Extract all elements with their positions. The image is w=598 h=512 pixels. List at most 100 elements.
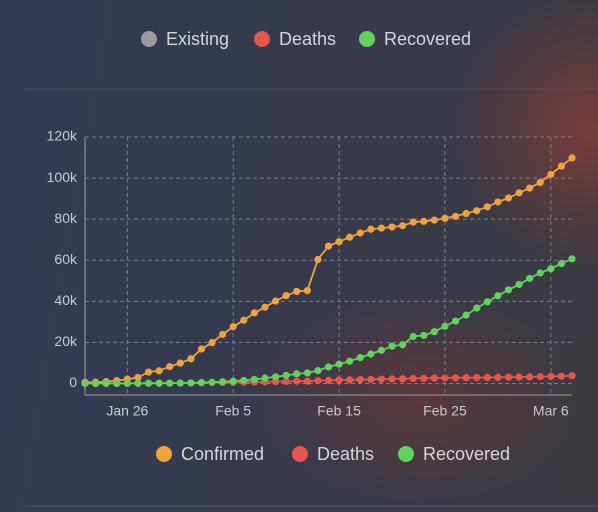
data-point <box>536 373 544 381</box>
legend-swatch <box>359 31 375 47</box>
data-point <box>526 184 534 192</box>
data-point <box>314 255 322 264</box>
data-point <box>409 332 417 341</box>
data-point <box>282 371 290 379</box>
data-point <box>81 379 89 388</box>
data-point <box>462 311 470 319</box>
data-point <box>166 362 174 371</box>
data-point <box>388 223 396 231</box>
x-tick-label: Feb 15 <box>317 403 361 419</box>
data-point <box>166 379 174 387</box>
data-point <box>451 212 460 220</box>
data-point <box>113 379 121 388</box>
data-point <box>462 209 470 218</box>
legend-label[interactable]: Existing <box>166 29 229 49</box>
data-point <box>536 178 544 187</box>
data-point <box>399 341 407 349</box>
legend-swatch <box>254 31 270 47</box>
legend-label[interactable]: Recovered <box>384 29 471 49</box>
y-tick-label: 40k <box>54 292 78 308</box>
data-point <box>91 379 100 388</box>
legend-swatch <box>292 446 308 462</box>
data-point <box>314 377 322 385</box>
data-point <box>367 375 375 383</box>
data-point <box>187 355 195 363</box>
data-point <box>568 255 576 263</box>
data-point <box>282 292 290 300</box>
data-point <box>377 346 386 354</box>
y-tick-label: 0 <box>69 374 77 390</box>
data-point <box>303 287 311 295</box>
legend-label[interactable]: Confirmed <box>181 444 264 464</box>
data-point <box>240 316 248 324</box>
data-point <box>557 162 566 170</box>
data-point <box>144 368 153 376</box>
data-point <box>483 373 491 382</box>
data-point <box>483 298 491 306</box>
data-point <box>229 377 237 385</box>
data-point <box>536 269 544 277</box>
legend-label[interactable]: Deaths <box>279 29 336 49</box>
data-point <box>208 378 216 386</box>
data-point <box>494 373 502 381</box>
data-point <box>494 198 502 206</box>
data-point <box>451 317 460 325</box>
legend-label[interactable]: Deaths <box>317 444 374 464</box>
data-point <box>250 309 258 317</box>
data-point <box>462 374 470 382</box>
data-point <box>240 376 248 385</box>
legend-swatch <box>156 446 172 462</box>
data-point <box>282 377 290 386</box>
data-point <box>271 297 280 305</box>
data-point <box>377 375 386 383</box>
data-point <box>430 216 438 224</box>
data-point <box>293 377 301 385</box>
data-point <box>420 374 428 383</box>
data-point <box>187 379 195 387</box>
data-point <box>494 292 502 300</box>
data-point <box>377 224 386 232</box>
data-point <box>346 376 354 384</box>
data-point <box>430 328 438 336</box>
legend-label[interactable]: Recovered <box>423 444 510 464</box>
data-point <box>356 229 364 237</box>
data-point <box>526 274 534 282</box>
data-point <box>367 350 375 358</box>
data-point <box>176 359 184 367</box>
y-tick-label: 80k <box>54 210 78 226</box>
data-point <box>134 379 142 387</box>
data-point <box>451 374 460 382</box>
data-point <box>303 369 311 377</box>
data-point <box>504 194 513 202</box>
data-point <box>388 375 396 383</box>
data-point <box>293 287 301 296</box>
data-point <box>346 357 354 365</box>
data-point <box>441 322 449 330</box>
data-point <box>208 339 216 347</box>
data-point <box>134 373 142 382</box>
data-point <box>473 373 481 382</box>
data-point <box>568 372 576 380</box>
data-point <box>557 372 566 380</box>
data-point <box>229 323 237 331</box>
data-point <box>144 379 153 387</box>
data-point <box>420 217 428 225</box>
data-point <box>324 363 333 371</box>
data-point <box>197 345 206 353</box>
data-point <box>504 373 513 381</box>
y-tick-label: 20k <box>54 333 78 349</box>
data-point <box>346 233 354 241</box>
data-point <box>293 370 301 378</box>
data-point <box>547 170 555 178</box>
data-point <box>335 238 343 246</box>
data-point <box>261 374 269 382</box>
legend-swatch <box>398 446 414 462</box>
data-point <box>219 330 227 339</box>
data-point <box>303 377 311 385</box>
data-point <box>441 374 449 382</box>
data-point <box>409 218 417 226</box>
data-point <box>547 372 555 380</box>
data-point <box>399 222 407 230</box>
